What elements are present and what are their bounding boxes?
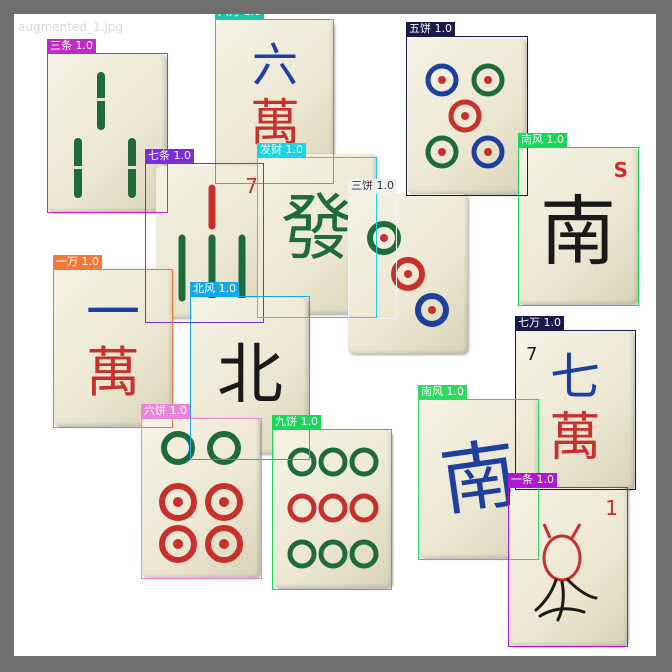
bamboo-sticks-icon [74, 72, 136, 198]
detection-box: 一万 1.0 [53, 255, 173, 428]
tile-glyph-six: 六 [252, 38, 298, 92]
tile-glyph-nan: 南 [540, 187, 616, 276]
tile-nine-circle [274, 430, 392, 588]
tile-five-circle [408, 38, 526, 194]
detection-label: 发财 1.0 [257, 143, 306, 157]
detection-label: 三条 1.0 [47, 39, 96, 53]
sparrow-bird-icon [534, 523, 598, 622]
detection-label: 七条 1.0 [145, 149, 194, 163]
tile-one-character: 一 萬 [54, 268, 172, 426]
detection-label: 九饼 1.0 [272, 415, 321, 429]
tile-glyph-s-mark: S [613, 158, 628, 182]
circle-dots-icon [425, 63, 505, 169]
detection-box: 一条 1.0 [508, 473, 628, 647]
detection-label: 一万 1.0 [53, 255, 102, 269]
detection-label: 六万 1.0 [215, 14, 264, 19]
detection-box: 三条 1.0 [47, 39, 168, 213]
detection-box: 六万 1.0 [215, 14, 334, 184]
detection-box: 五饼 1.0 [406, 22, 528, 196]
detection-label: 北风 1.0 [190, 282, 239, 296]
detection-box: 七条 1.0 [145, 149, 264, 323]
circle-dots-icon [287, 447, 379, 569]
tile-glyph-wan: 萬 [250, 94, 300, 152]
tile-glyph-seven: 7 [526, 344, 538, 365]
circle-dots-icon [159, 431, 243, 563]
tile-one-bamboo: 1 [510, 488, 628, 646]
detection-label: 五饼 1.0 [406, 22, 455, 36]
detection-label: 南风 1.0 [518, 133, 567, 147]
detection-box: 南风 1.0 [518, 133, 639, 306]
tile-glyph-bei: 北 [217, 336, 283, 413]
detection-label: 三饼 1.0 [348, 179, 397, 193]
tile-glyph-seven: 7 [245, 174, 258, 198]
image-canvas: augmented_1.jpg 六 萬 S 南 7 [14, 14, 656, 656]
detection-box: 北风 1.0 [190, 282, 310, 460]
tile-glyph-one: 1 [605, 496, 618, 520]
tile-three-circle [348, 194, 468, 354]
detection-label: 一条 1.0 [508, 473, 557, 487]
detection-label: 六饼 1.0 [141, 404, 190, 418]
tile-six-circle [142, 418, 260, 578]
detection-box: 七万 1.0 [515, 316, 636, 490]
detection-box: 三饼 1.0 [348, 179, 397, 319]
tile-glyph-yi: 一 [86, 281, 140, 344]
detection-box: 发财 1.0 [257, 143, 377, 318]
detection-box: 六饼 1.0 [141, 404, 262, 579]
circle-dots-icon [367, 221, 449, 327]
detection-label: 南风 1.0 [418, 385, 467, 399]
filename-label: augmented_1.jpg [18, 20, 123, 34]
tile-three-bamboo [48, 54, 166, 212]
detection-label: 七万 1.0 [515, 316, 564, 330]
tile-south-wind-upright: S 南 [518, 148, 638, 304]
tile-glyph-wan: 萬 [548, 408, 601, 468]
tile-glyph-wan: 萬 [86, 341, 140, 404]
tile-glyph-fa: 發 [280, 186, 353, 270]
tile-glyph-qi: 七 [550, 348, 600, 406]
detection-box: 九饼 1.0 [272, 415, 392, 590]
